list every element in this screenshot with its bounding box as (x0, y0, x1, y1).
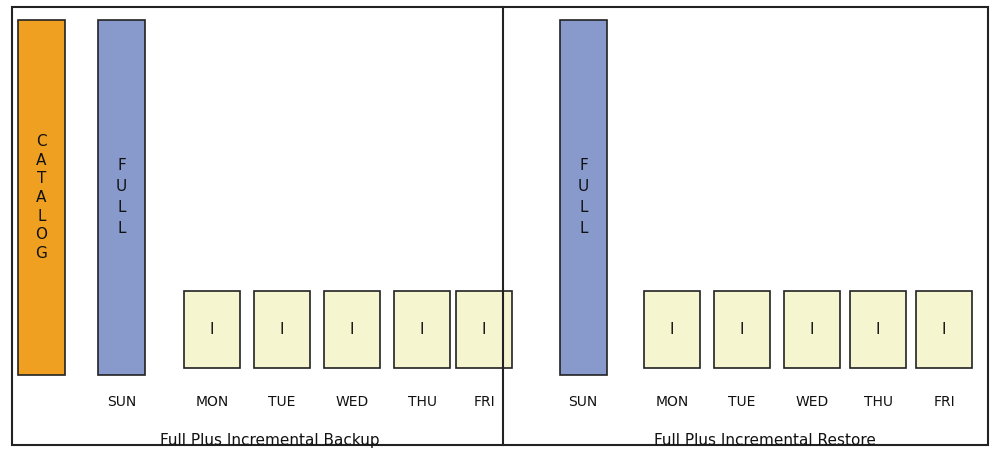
Text: F
U
L
L: F U L L (578, 158, 589, 237)
Text: I: I (876, 321, 880, 337)
Text: TUE: TUE (728, 395, 756, 409)
FancyBboxPatch shape (184, 291, 240, 368)
FancyBboxPatch shape (12, 7, 988, 445)
Text: FRI: FRI (473, 395, 495, 409)
Text: I: I (740, 321, 744, 337)
Text: I: I (210, 321, 214, 337)
FancyBboxPatch shape (18, 20, 65, 375)
FancyBboxPatch shape (784, 291, 840, 368)
Text: WED: WED (335, 395, 369, 409)
FancyBboxPatch shape (850, 291, 906, 368)
FancyBboxPatch shape (714, 291, 770, 368)
FancyBboxPatch shape (324, 291, 380, 368)
Text: I: I (670, 321, 674, 337)
FancyBboxPatch shape (560, 20, 607, 375)
Text: SUN: SUN (107, 395, 137, 409)
Text: F
U
L
L: F U L L (116, 158, 127, 237)
FancyBboxPatch shape (916, 291, 972, 368)
Text: MON: MON (195, 395, 229, 409)
Text: C
A
T
A
L
O
G: C A T A L O G (36, 134, 47, 261)
FancyBboxPatch shape (254, 291, 310, 368)
Text: SUN: SUN (568, 395, 598, 409)
Text: I: I (942, 321, 946, 337)
Text: TUE: TUE (268, 395, 296, 409)
Text: I: I (280, 321, 284, 337)
Text: MON: MON (655, 395, 689, 409)
Text: Full Plus Incremental Backup: Full Plus Incremental Backup (160, 433, 380, 448)
Text: I: I (420, 321, 424, 337)
Text: THU: THU (864, 395, 893, 409)
Text: I: I (810, 321, 814, 337)
Text: FRI: FRI (933, 395, 955, 409)
Text: Full Plus Incremental Restore: Full Plus Incremental Restore (654, 433, 876, 448)
FancyBboxPatch shape (98, 20, 145, 375)
Text: WED: WED (795, 395, 829, 409)
FancyBboxPatch shape (394, 291, 450, 368)
Text: I: I (482, 321, 486, 337)
FancyBboxPatch shape (456, 291, 512, 368)
Text: I: I (350, 321, 354, 337)
FancyBboxPatch shape (644, 291, 700, 368)
Text: THU: THU (408, 395, 436, 409)
